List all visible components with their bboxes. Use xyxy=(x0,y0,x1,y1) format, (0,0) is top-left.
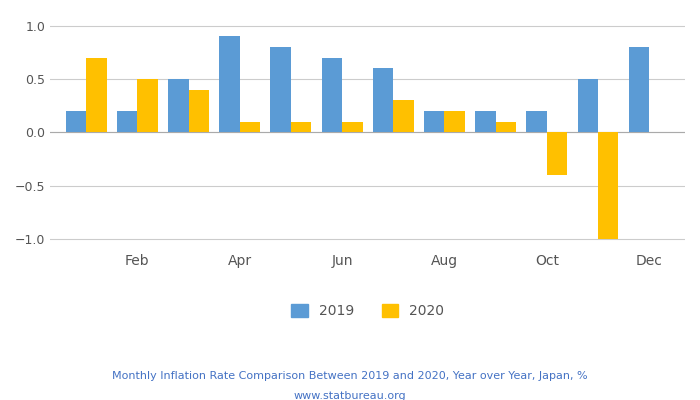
Bar xyxy=(547,132,567,175)
Bar xyxy=(526,111,547,132)
Legend: 2019, 2020: 2019, 2020 xyxy=(286,299,450,324)
Bar xyxy=(475,111,496,132)
Text: Monthly Inflation Rate Comparison Between 2019 and 2020, Year over Year, Japan, : Monthly Inflation Rate Comparison Betwee… xyxy=(112,371,588,381)
Bar xyxy=(188,90,209,132)
Bar xyxy=(321,58,342,132)
Text: www.statbureau.org: www.statbureau.org xyxy=(294,391,406,400)
Bar xyxy=(291,122,312,132)
Bar xyxy=(424,111,444,132)
Bar xyxy=(66,111,86,132)
Bar xyxy=(578,79,598,132)
Bar xyxy=(444,111,465,132)
Bar xyxy=(373,68,393,132)
Bar xyxy=(598,132,619,239)
Bar xyxy=(270,47,291,132)
Bar xyxy=(137,79,158,132)
Bar xyxy=(342,122,363,132)
Bar xyxy=(239,122,260,132)
Bar xyxy=(168,79,188,132)
Bar xyxy=(86,58,106,132)
Bar xyxy=(629,47,649,132)
Bar xyxy=(117,111,137,132)
Bar xyxy=(496,122,516,132)
Bar xyxy=(393,100,414,132)
Bar xyxy=(219,36,239,132)
